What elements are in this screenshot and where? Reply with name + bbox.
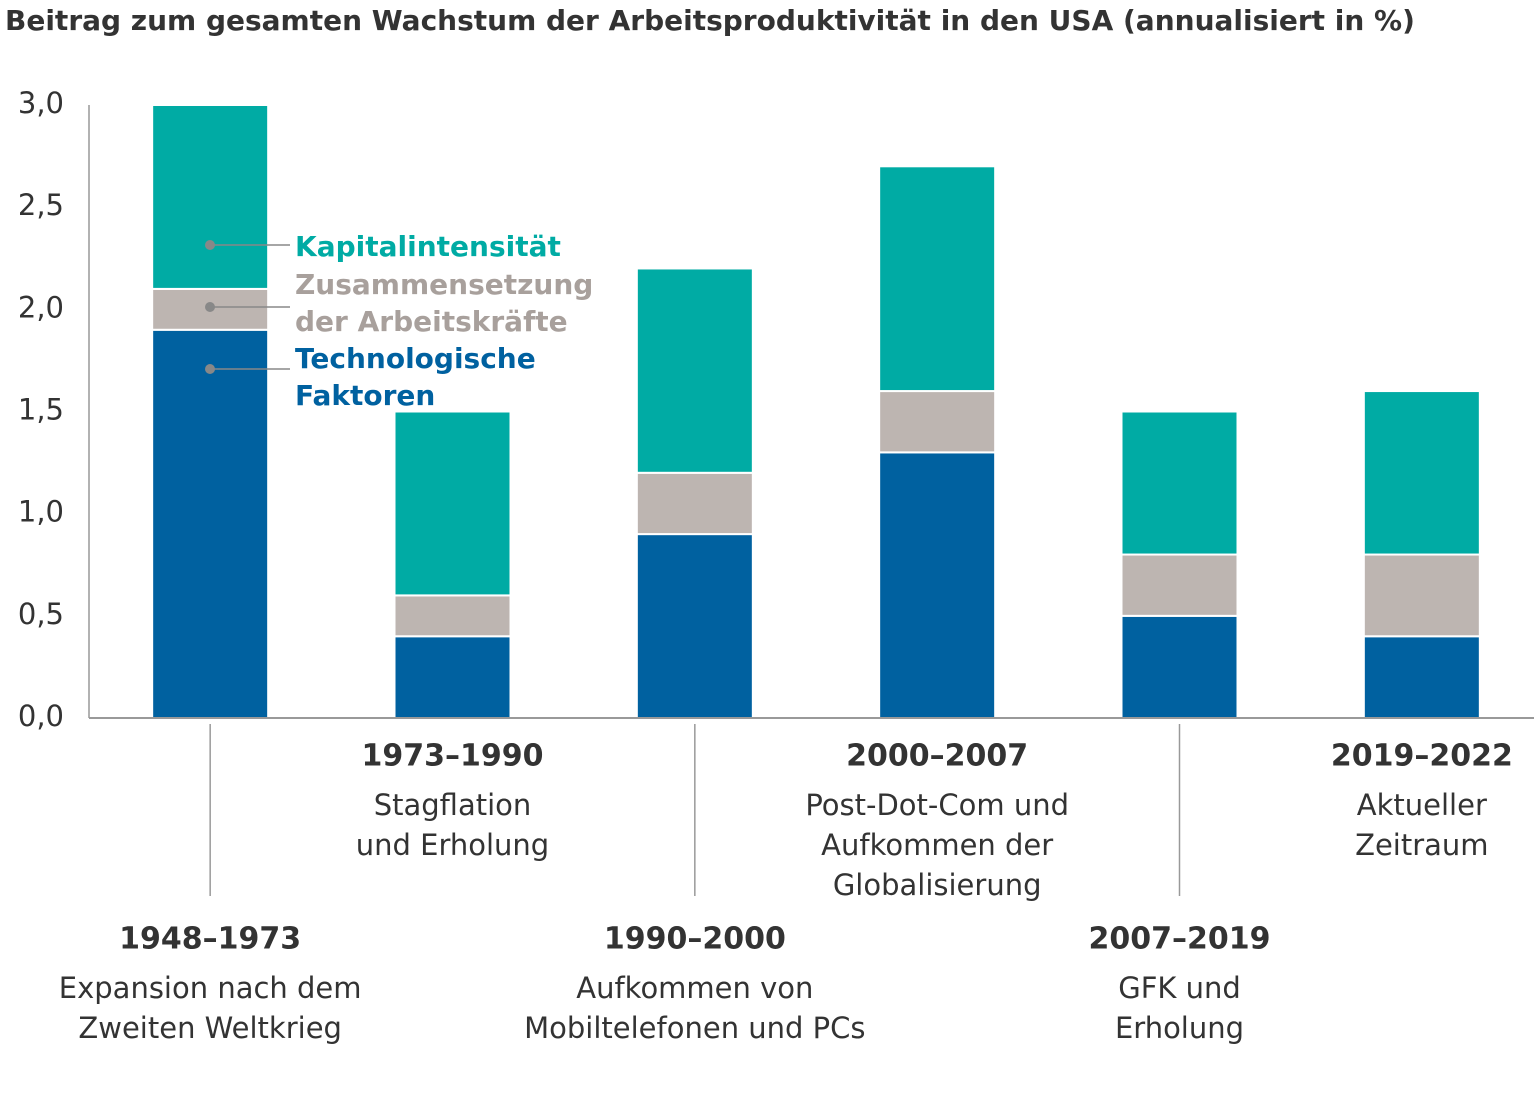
category-label: 2007–2019 bbox=[1089, 922, 1271, 957]
category-description: Post-Dot-Com und bbox=[805, 788, 1069, 822]
category-description: Mobiltelefonen und PCs bbox=[524, 1011, 865, 1045]
category-label: 1973–1990 bbox=[362, 739, 544, 774]
y-tick-label: 3,0 bbox=[18, 86, 64, 120]
category-description: Stagflation bbox=[374, 788, 532, 822]
bar-segment bbox=[878, 165, 997, 393]
category-label: 2019–2022 bbox=[1331, 739, 1513, 774]
legend-dot bbox=[205, 240, 215, 250]
bar-segment bbox=[1120, 614, 1239, 719]
category-description: Expansion nach dem bbox=[59, 971, 362, 1005]
bar-segment bbox=[393, 410, 512, 597]
category-description: GFK und bbox=[1118, 971, 1241, 1005]
category-description: Aufkommen der bbox=[821, 828, 1053, 862]
y-tick-label: 1,0 bbox=[18, 495, 64, 529]
category-description: Zeitraum bbox=[1355, 828, 1488, 862]
chart-title: Beitrag zum gesamten Wachstum der Arbeit… bbox=[5, 4, 1415, 37]
category-description: Zweiten Weltkrieg bbox=[78, 1011, 342, 1045]
bar-segment bbox=[1362, 635, 1481, 719]
bar-segment bbox=[635, 267, 754, 474]
legend-label: Zusammensetzung der Arbeitskräfte bbox=[295, 268, 594, 338]
category-description: Erholung bbox=[1115, 1011, 1244, 1045]
y-tick-label: 0,5 bbox=[18, 597, 64, 631]
bar-segment bbox=[878, 451, 997, 719]
legend-label: Technologische Faktoren bbox=[295, 342, 536, 412]
category-description: Globalisierung bbox=[833, 868, 1042, 902]
bar-segment bbox=[1362, 553, 1481, 638]
bar-segment bbox=[635, 533, 754, 719]
category-description: Aktueller bbox=[1357, 788, 1487, 822]
y-tick-label: 0,0 bbox=[18, 699, 64, 733]
bar-segment bbox=[393, 635, 512, 719]
category-label: 2000–2007 bbox=[846, 739, 1028, 774]
bar-segment bbox=[878, 390, 997, 454]
bar-segment bbox=[1362, 390, 1481, 556]
legend-dot bbox=[205, 302, 215, 312]
legend-dot bbox=[205, 364, 215, 374]
category-description: Aufkommen von bbox=[576, 971, 813, 1005]
category-description: und Erholung bbox=[356, 828, 549, 862]
category-label: 1990–2000 bbox=[604, 922, 786, 957]
y-tick-label: 2,5 bbox=[18, 188, 64, 222]
y-tick-label: 2,0 bbox=[18, 290, 64, 324]
bar-segment bbox=[1120, 410, 1239, 556]
category-label: 1948–1973 bbox=[119, 922, 301, 957]
bar-segment bbox=[1120, 553, 1239, 617]
legend-label: Kapitalintensität bbox=[295, 230, 561, 263]
bar-segment bbox=[393, 594, 512, 638]
bar-segment bbox=[151, 104, 270, 290]
y-tick-label: 1,5 bbox=[18, 393, 64, 427]
bar-segment bbox=[635, 471, 754, 536]
bar-segment bbox=[151, 328, 270, 719]
